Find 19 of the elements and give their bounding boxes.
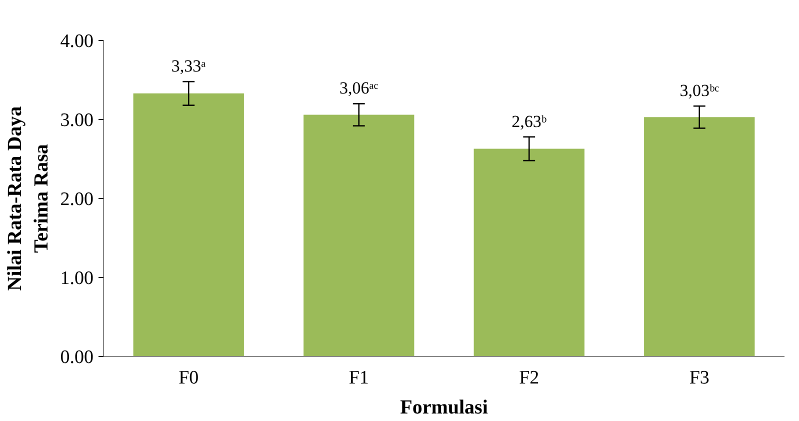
data-label: 2,63ᵇ: [512, 112, 547, 131]
data-label: 3,06ᵃᶜ: [340, 78, 379, 98]
y-tick-label: 4.00: [60, 31, 94, 52]
data-label: 3,03ᵇᶜ: [680, 81, 720, 100]
y-tick-label: 1.00: [60, 268, 94, 289]
x-tick-label: F3: [689, 368, 710, 388]
x-axis-title: Formulasi: [400, 396, 488, 418]
x-tick-label: F1: [348, 368, 369, 388]
bar: [304, 114, 414, 356]
y-axis-title: Nilai Rata-Rata Daya Terima Rasa: [4, 106, 52, 291]
data-label: 3,33ᵃ: [171, 56, 206, 76]
x-tick-label: F0: [178, 368, 199, 388]
bar: [644, 117, 755, 356]
x-tick-label: F2: [519, 368, 540, 388]
y-tick-label: 2.00: [60, 189, 94, 210]
y-tick-label: 0.00: [60, 347, 94, 368]
bar: [474, 148, 584, 356]
y-tick-label: 3.00: [60, 110, 94, 131]
bar: [133, 93, 244, 356]
